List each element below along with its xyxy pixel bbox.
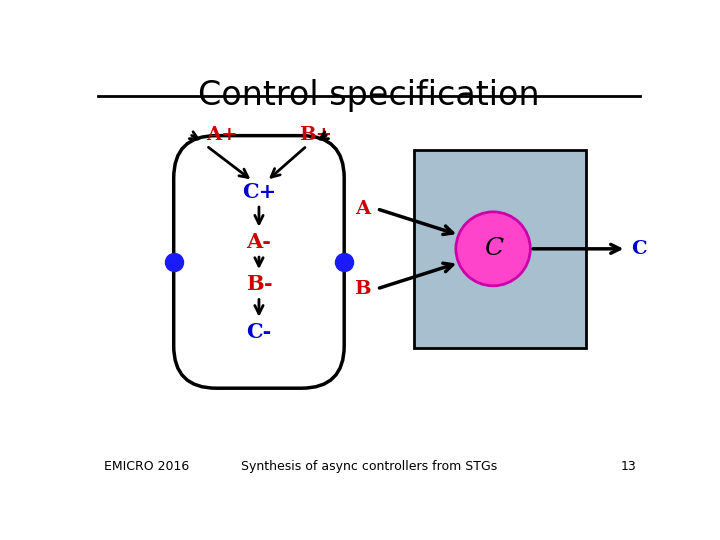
Text: A: A	[356, 200, 371, 218]
Text: A+: A+	[206, 126, 238, 144]
Text: EMICRO 2016: EMICRO 2016	[104, 460, 189, 473]
Text: C: C	[631, 240, 647, 258]
Bar	[414, 150, 586, 348]
Text: C-: C-	[246, 322, 271, 342]
Text: A-: A-	[246, 232, 271, 252]
Text: B: B	[354, 280, 371, 298]
Text: Control specification: Control specification	[198, 79, 540, 112]
Text: B+: B+	[300, 126, 333, 144]
Text: B-: B-	[246, 274, 272, 294]
Text: C+: C+	[242, 182, 276, 202]
Text: Synthesis of async controllers from STGs: Synthesis of async controllers from STGs	[241, 460, 497, 473]
Text: C: C	[484, 238, 503, 260]
Circle shape	[456, 212, 531, 286]
Text: 13: 13	[621, 460, 636, 473]
